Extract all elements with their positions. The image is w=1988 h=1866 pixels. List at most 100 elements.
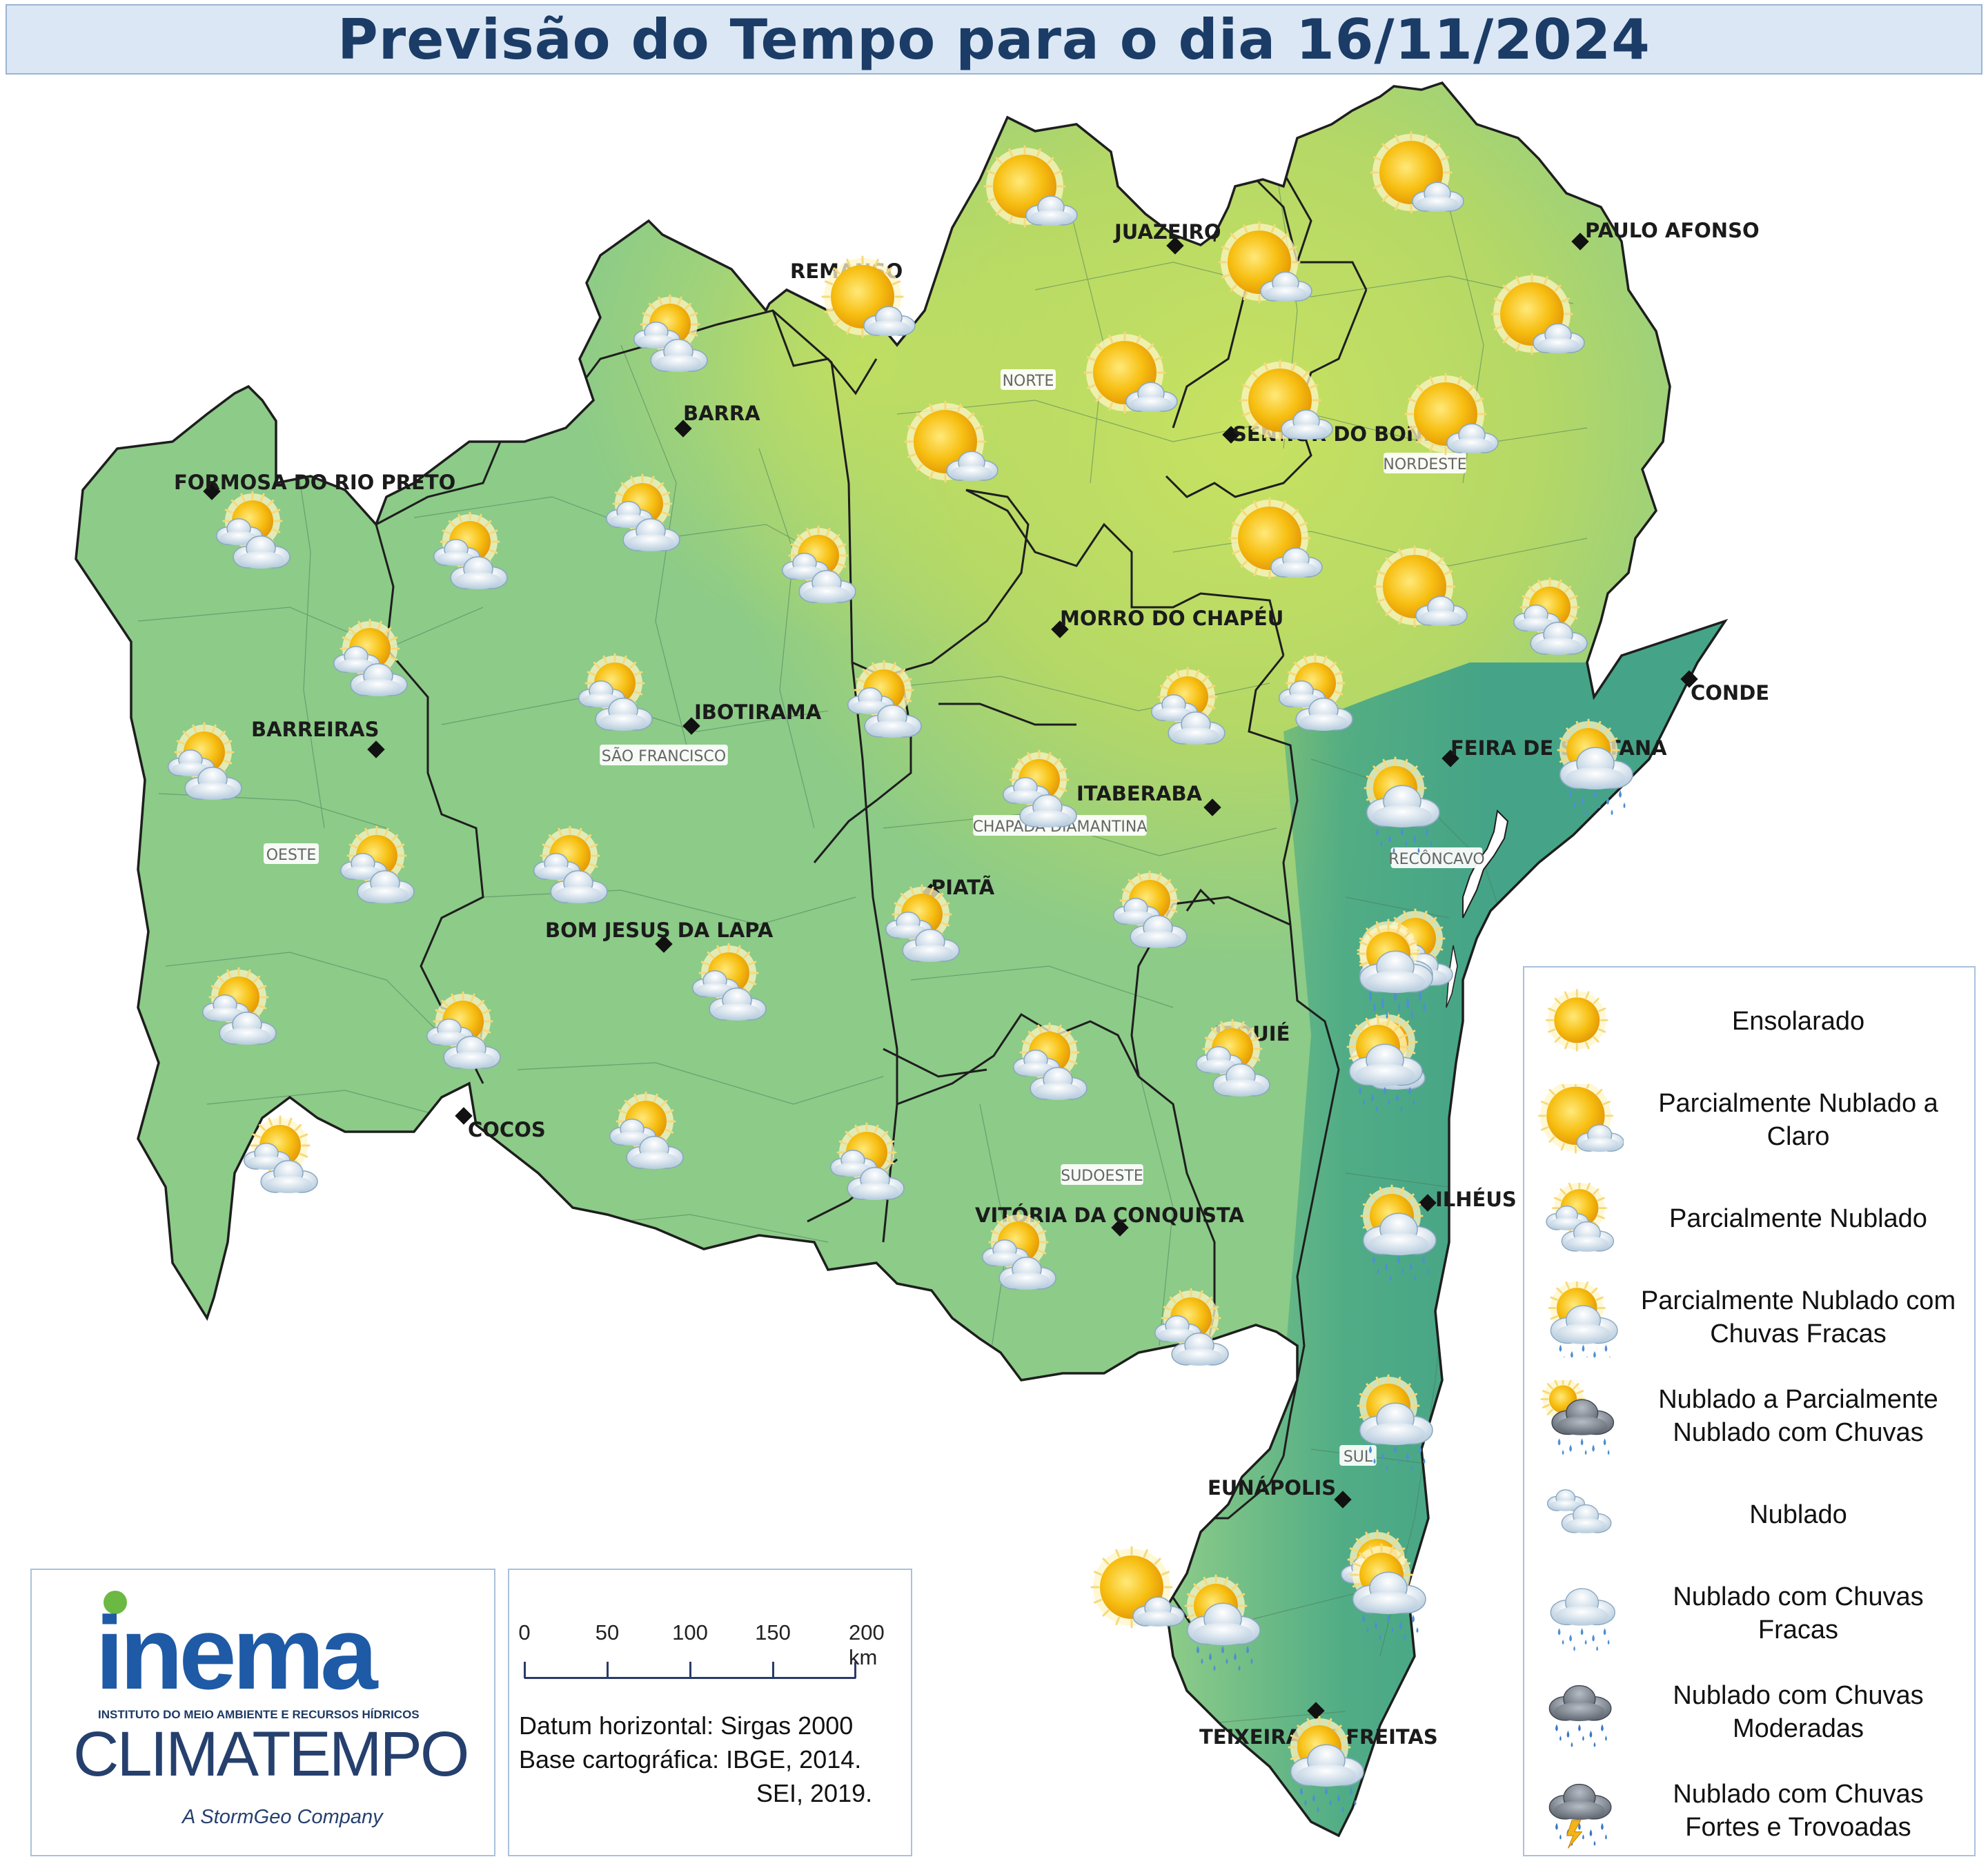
partly-cloudy-icon	[1278, 653, 1353, 731]
partly-cloudy-icon	[1195, 1019, 1270, 1097]
scale-tick	[524, 1662, 526, 1678]
partly-cloudy-light-rain-icon	[1364, 756, 1440, 853]
partly-cloudy-icon	[781, 525, 856, 604]
partly-cloudy-clear-icon	[821, 255, 916, 338]
state-outline	[75, 81, 1729, 1838]
region-label: NORTE	[1003, 373, 1054, 390]
partly-cloudy-icon	[215, 491, 291, 569]
legend-item: Nublado	[1524, 1473, 1974, 1570]
legend-label: Nublado	[1749, 1500, 1847, 1529]
partly-cloudy-clear-icon	[1370, 131, 1464, 214]
forecast-icons	[167, 131, 1633, 1812]
inema-logo-dot	[104, 1591, 127, 1614]
city-label: EUNÁPOLIS	[1208, 1476, 1336, 1500]
sunny-icon	[1545, 989, 1608, 1052]
cloudy-light-rain-icon	[1550, 1588, 1615, 1651]
city-label: BOM JESUS DA LAPA	[545, 919, 774, 942]
city-label: ILHÉUS	[1435, 1188, 1517, 1211]
datum-text: Datum horizontal: Sirgas 2000	[519, 1711, 854, 1740]
scale-tick-label: 150	[755, 1620, 791, 1644]
legend-label: Nublado a Parcialmente Nublado com Chuva…	[1658, 1385, 1938, 1447]
partly-cloudy-icon	[339, 825, 415, 903]
partly-cloudy-icon	[847, 660, 922, 738]
region-label-bg	[600, 745, 728, 765]
partly-cloudy-icon	[691, 943, 767, 1021]
city-label: PAULO AFONSO	[1585, 219, 1760, 242]
partly-cloudy-clear-icon	[1490, 273, 1585, 355]
partly-cloudy-clear-icon	[1090, 1546, 1185, 1629]
partly-cloudy-icon	[533, 825, 608, 903]
inema-subtitle: INSTITUTO DO MEIO AMBIENTE E RECURSOS HÍ…	[98, 1708, 420, 1721]
region-label: OESTE	[266, 847, 317, 864]
city-label: JUAZEIRO	[1113, 220, 1221, 244]
partly-cloudy-icon	[1112, 870, 1188, 948]
legend-label: Parcialmente Nublado com Chuvas Fracas	[1640, 1286, 1956, 1348]
city-label: MORRO DO CHAPÉU	[1060, 607, 1283, 630]
scale-tick-label: 100	[672, 1620, 708, 1644]
region-label: SUL	[1344, 1448, 1373, 1466]
cloudy-icon	[1546, 1489, 1612, 1533]
partly-cloudy-icon	[433, 511, 508, 590]
scale-tick	[854, 1662, 856, 1678]
city-label: BARREIRAS	[251, 718, 379, 741]
region-label-bg	[264, 843, 319, 864]
city-label: FORMOSA DO RIO PRETO	[174, 471, 455, 494]
legend-item: Nublado com Chuvas Fracas	[1524, 1572, 1974, 1669]
partly-cloudy-icon	[605, 473, 680, 552]
partly-cloudy-light-rain-icon	[1184, 1574, 1261, 1671]
partly-cloudy-clear-icon	[983, 145, 1078, 228]
partly-cloudy-light-rain-icon	[1548, 1281, 1618, 1357]
city-label: IBOTIRAMA	[694, 700, 822, 724]
scale-tick-label: 50	[595, 1620, 620, 1644]
scale-tick	[689, 1662, 691, 1678]
partly-cloudy-clear-icon	[1239, 359, 1333, 442]
legend-label: Nublado com Chuvas Moderadas	[1673, 1681, 1924, 1743]
scale-panel: 0 50 100 150 200 km Datum horizontal: Si…	[508, 1569, 912, 1856]
city-label: CONDE	[1691, 681, 1769, 705]
city-label: BARRA	[683, 402, 760, 425]
region-label-bg	[1061, 1164, 1143, 1185]
partly-cloudy-light-rain-icon	[1350, 1543, 1426, 1640]
partly-cloudy-clear-icon	[1537, 1084, 1624, 1154]
city-label: ITABERABA	[1076, 782, 1203, 805]
region-label-bg	[1339, 1445, 1377, 1466]
cloudy-heavy-rain-thunder-icon	[1548, 1783, 1612, 1849]
partly-cloudy-light-rain-icon	[1357, 1374, 1433, 1471]
partly-cloudy-icon	[167, 722, 242, 800]
scale-tick-label: 0	[518, 1620, 531, 1644]
partly-cloudy-light-rain-icon	[1357, 922, 1433, 1019]
legend-item: Nublado com Chuvas Moderadas	[1524, 1671, 1974, 1767]
title-bar: Previsão do Tempo para o dia 16/11/2024	[6, 4, 1982, 75]
legend-item: Parcialmente Nublado com Chuvas Fracas	[1524, 1276, 1974, 1373]
partly-cloudy-light-rain-icon	[1557, 718, 1633, 815]
legend: Ensolarado Parcialmente Nublado a Claro Pa…	[1523, 966, 1976, 1856]
partly-cloudy-icon	[829, 1122, 905, 1200]
partly-cloudy-clear-icon	[1218, 221, 1312, 304]
partly-cloudy-icon	[609, 1091, 684, 1169]
partly-cloudy-icon	[1012, 1022, 1088, 1100]
city-marker	[203, 482, 221, 500]
legend-item: Parcialmente Nublado	[1524, 1177, 1974, 1274]
region-label-bg	[1001, 369, 1056, 390]
region-label-bg	[1384, 453, 1466, 473]
partly-cloudy-icon	[885, 884, 960, 962]
city-label: COCOS	[468, 1118, 546, 1141]
cloudy-partly-cloudy-rain-icon	[1540, 1380, 1615, 1455]
partly-cloudy-light-rain-icon	[1346, 1015, 1423, 1112]
partly-cloudy-clear-icon	[1228, 497, 1323, 580]
partly-cloudy-icon	[1150, 667, 1226, 745]
partly-cloudy-clear-icon	[1404, 373, 1499, 455]
scale-tick	[772, 1662, 774, 1678]
city-marker	[674, 420, 692, 438]
base-text: Base cartográfica: IBGE, 2014.	[519, 1745, 862, 1774]
legend-item: Ensolarado	[1524, 980, 1974, 1077]
partly-cloudy-icon	[243, 1115, 318, 1193]
partly-cloudy-icon	[578, 653, 653, 731]
city-label: FEIRA DE SANTANA	[1450, 736, 1667, 760]
cloudy-moderate-rain-icon	[1548, 1685, 1612, 1747]
region-label: SUDOESTE	[1061, 1168, 1143, 1185]
partly-cloudy-icon	[633, 294, 708, 373]
legend-item: Nublado a Parcialmente Nublado com Chuva…	[1524, 1375, 1974, 1471]
